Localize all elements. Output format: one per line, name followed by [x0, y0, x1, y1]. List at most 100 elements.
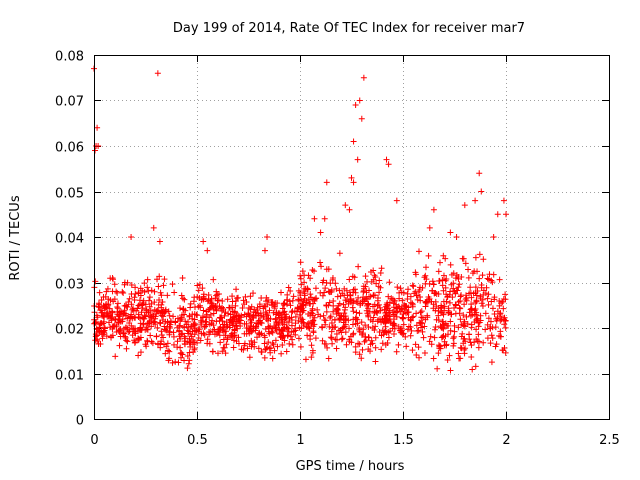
- data-point: [444, 322, 451, 329]
- data-point: [426, 224, 433, 231]
- y-tick-label: 0.05: [55, 187, 84, 202]
- data-point: [128, 301, 135, 308]
- data-point: [180, 306, 187, 313]
- data-point: [110, 298, 117, 305]
- data-point: [323, 179, 330, 186]
- data-point: [484, 335, 491, 342]
- data-point: [435, 350, 442, 357]
- data-point: [422, 264, 429, 271]
- data-point: [274, 343, 281, 350]
- data-point: [482, 290, 489, 297]
- data-point: [502, 324, 509, 331]
- data-point: [209, 348, 216, 355]
- data-point: [403, 343, 410, 350]
- data-point: [447, 318, 454, 325]
- data-point: [262, 346, 269, 353]
- data-point: [240, 297, 247, 304]
- data-point: [125, 329, 132, 336]
- data-point: [502, 349, 509, 356]
- data-point: [267, 349, 274, 356]
- data-point: [340, 324, 347, 331]
- data-point: [130, 326, 137, 333]
- data-point: [452, 275, 459, 282]
- data-point: [407, 299, 414, 306]
- data-point: [304, 285, 311, 292]
- data-point: [215, 291, 222, 298]
- data-point: [195, 335, 202, 342]
- data-point: [107, 312, 114, 319]
- data-point: [311, 321, 318, 328]
- data-point: [211, 331, 218, 338]
- data-point: [151, 288, 158, 295]
- data-point: [391, 325, 398, 332]
- data-point: [100, 293, 107, 300]
- data-point: [223, 341, 230, 348]
- data-point: [292, 313, 299, 320]
- data-point: [375, 283, 382, 290]
- data-point: [446, 299, 453, 306]
- data-point: [269, 299, 276, 306]
- data-point: [386, 279, 393, 286]
- data-point: [294, 304, 301, 311]
- data-point: [378, 265, 385, 272]
- data-point: [92, 318, 99, 325]
- data-point: [96, 301, 103, 308]
- data-point: [468, 305, 475, 312]
- data-point: [132, 338, 139, 345]
- data-point: [175, 359, 182, 366]
- data-point: [466, 309, 473, 316]
- data-point: [342, 202, 349, 209]
- data-point: [477, 293, 484, 300]
- data-point: [286, 298, 293, 305]
- data-point: [288, 317, 295, 324]
- data-point: [482, 310, 489, 317]
- data-point: [194, 339, 201, 346]
- data-point: [139, 287, 146, 294]
- data-point: [365, 346, 372, 353]
- data-point: [232, 298, 239, 305]
- data-point: [325, 288, 332, 295]
- data-point: [170, 333, 177, 340]
- data-point: [301, 285, 308, 292]
- data-point: [213, 318, 220, 325]
- data-point: [229, 293, 236, 300]
- data-point: [200, 238, 207, 245]
- data-point: [329, 274, 336, 281]
- data-point: [166, 348, 173, 355]
- data-point: [461, 301, 468, 308]
- data-point: [453, 234, 460, 240]
- data-point: [156, 238, 163, 245]
- data-point: [339, 325, 346, 332]
- data-point: [293, 308, 300, 315]
- data-point: [372, 334, 379, 341]
- data-point: [328, 335, 335, 342]
- data-point: [388, 295, 395, 302]
- data-point: [320, 312, 327, 319]
- data-point: [278, 289, 285, 296]
- data-point: [243, 330, 250, 337]
- data-point: [317, 229, 324, 236]
- data-point: [334, 305, 341, 312]
- data-point: [103, 288, 110, 295]
- data-point: [440, 272, 447, 279]
- data-point: [284, 325, 291, 332]
- data-point: [219, 348, 226, 355]
- y-tick-label: 0.02: [55, 323, 84, 338]
- data-point: [123, 303, 130, 310]
- data-point: [233, 338, 240, 345]
- data-point: [230, 314, 237, 321]
- data-point: [121, 307, 128, 314]
- data-point: [222, 309, 229, 316]
- data-point: [298, 306, 305, 313]
- data-point: [432, 324, 439, 331]
- data-point: [436, 259, 443, 266]
- data-point: [210, 322, 217, 329]
- data-point: [99, 335, 106, 342]
- data-point: [152, 321, 159, 328]
- data-point: [150, 313, 157, 320]
- data-point: [459, 330, 466, 337]
- data-point: [158, 331, 165, 338]
- data-point: [342, 304, 349, 311]
- data-point: [181, 340, 188, 347]
- data-point: [241, 301, 248, 308]
